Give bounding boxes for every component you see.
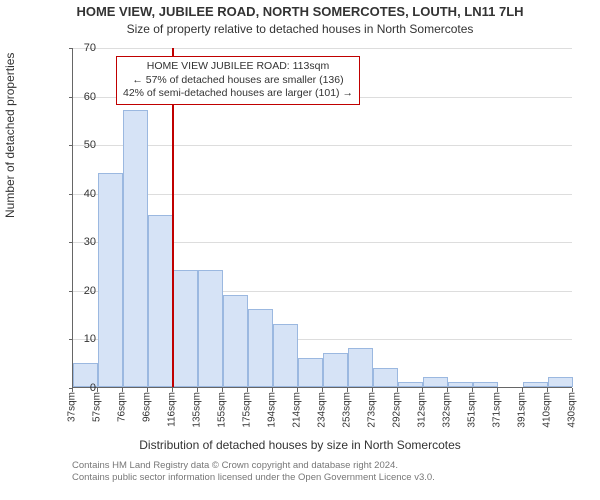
y-tick-label: 50 (66, 139, 96, 151)
x-tick-label: 292sqm (392, 392, 403, 428)
histogram-bar (123, 110, 148, 387)
attribution-line-2: Contains public sector information licen… (72, 472, 572, 484)
x-tick-label: 410sqm (542, 392, 553, 428)
y-tick-label: 10 (66, 333, 96, 345)
annotation-box: HOME VIEW JUBILEE ROAD: 113sqm ← 57% of … (116, 56, 360, 105)
histogram-bar (273, 324, 298, 387)
histogram-bar (348, 348, 373, 387)
histogram-bar (98, 173, 123, 387)
x-tick-label: 135sqm (192, 392, 203, 428)
x-tick-label: 155sqm (217, 392, 228, 428)
histogram-bar (248, 309, 273, 387)
y-axis-label: Number of detached properties (3, 53, 17, 218)
y-tick-label: 30 (66, 236, 96, 248)
x-tick-label: 273sqm (367, 392, 378, 428)
grid-line (73, 48, 572, 49)
x-tick-label: 312sqm (417, 392, 428, 428)
y-tick-label: 60 (66, 91, 96, 103)
histogram-bar (173, 270, 198, 387)
histogram-bar (223, 295, 248, 387)
attribution-text: Contains HM Land Registry data © Crown c… (72, 460, 572, 485)
histogram-bar (323, 353, 348, 387)
histogram-bar (148, 215, 173, 387)
annotation-line-2: ← 57% of detached houses are smaller (13… (123, 74, 353, 88)
x-tick-label: 96sqm (142, 392, 153, 422)
x-tick-label: 430sqm (567, 392, 578, 428)
histogram-bar (398, 382, 423, 387)
histogram-bar (448, 382, 473, 387)
histogram-bar (373, 368, 398, 387)
y-tick-label: 20 (66, 285, 96, 297)
x-tick-label: 175sqm (242, 392, 253, 428)
x-tick-label: 391sqm (517, 392, 528, 428)
x-tick-label: 351sqm (467, 392, 478, 428)
histogram-bar (298, 358, 323, 387)
x-tick-label: 253sqm (342, 392, 353, 428)
annotation-line-3: 42% of semi-detached houses are larger (… (123, 87, 353, 101)
histogram-bar (548, 377, 573, 387)
x-tick-label: 332sqm (442, 392, 453, 428)
y-tick-label: 40 (66, 188, 96, 200)
x-tick-label: 116sqm (167, 392, 178, 427)
y-tick-label: 70 (66, 42, 96, 54)
x-axis-label: Distribution of detached houses by size … (0, 438, 600, 452)
x-tick-label: 37sqm (67, 392, 78, 422)
histogram-bar (198, 270, 223, 387)
chart-subtitle: Size of property relative to detached ho… (0, 22, 600, 36)
x-tick-label: 234sqm (317, 392, 328, 428)
x-tick-label: 76sqm (117, 392, 128, 422)
x-tick-label: 57sqm (92, 392, 103, 422)
histogram-bar (523, 382, 548, 387)
histogram-bar (473, 382, 498, 387)
histogram-bar (423, 377, 448, 387)
x-tick-label: 371sqm (492, 392, 503, 428)
x-tick-label: 194sqm (267, 392, 278, 428)
chart-container: HOME VIEW, JUBILEE ROAD, NORTH SOMERCOTE… (0, 0, 600, 500)
attribution-line-1: Contains HM Land Registry data © Crown c… (72, 460, 572, 472)
annotation-line-1: HOME VIEW JUBILEE ROAD: 113sqm (123, 60, 353, 74)
x-tick-label: 214sqm (292, 392, 303, 428)
chart-title-address: HOME VIEW, JUBILEE ROAD, NORTH SOMERCOTE… (0, 4, 600, 19)
